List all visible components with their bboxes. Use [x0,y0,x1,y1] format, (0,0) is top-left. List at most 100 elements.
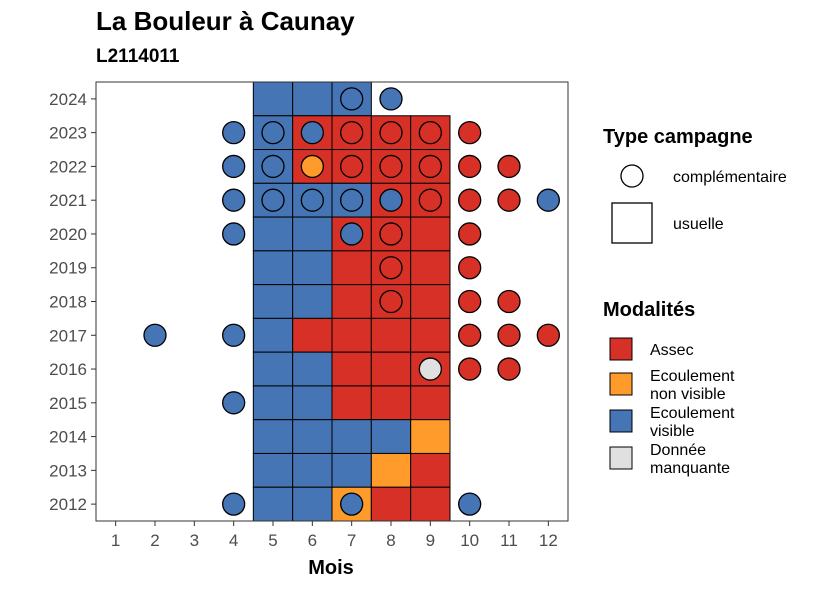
usuelle-cell-2016-5 [252,351,294,387]
x-tick-label: 6 [308,531,317,550]
complementaire-point-2021-11 [497,188,521,212]
usuelle-cell-2016-7 [331,351,372,387]
complementaire-point-2023-7 [340,121,364,145]
usuelle-cell-2019-5 [252,250,294,286]
x-tick-label: 9 [426,531,435,550]
legend-swatch [609,446,633,470]
legend-modalite-label: non visible [650,386,726,403]
x-tick-label: 4 [229,531,238,550]
axes: 1 2 3 4 5 6 7 8 9 10 11 122012201320142015201620172… [49,90,558,550]
legend-modalite-label: Ecoulement [650,368,735,385]
complementaire-point-2012-4 [222,492,246,516]
usuelle-cell-2013-7 [331,452,372,488]
complementaire-point-2019-8 [379,256,403,280]
y-tick-label: 2016 [49,360,87,379]
usuelle-cell-2018-9 [410,284,451,319]
y-tick-label: 2018 [49,293,87,312]
y-tick-label: 2022 [49,157,87,176]
x-tick-label: 7 [347,531,356,550]
usuelle-cell-2014-5 [252,419,294,454]
x-tick-label: 11 [500,531,518,550]
x-tick-label: 3 [190,531,199,550]
y-tick-label: 2017 [49,326,87,345]
usuelle-cell-2012-9 [410,486,451,522]
complementaire-point-2022-5 [261,154,285,179]
usuelle-cell-2024-5 [252,81,294,117]
legend-title-modalites: Modalités [603,299,695,321]
complementaire-point-2021-4 [222,188,246,212]
legend-swatch [609,372,633,396]
complementaire-point-2023-4 [222,121,246,145]
complementaire-point-2020-10 [458,222,482,246]
usuelle-cell-2019-7 [331,250,372,286]
chart-title: La Bouleur à Caunay [96,6,355,36]
complementaire-point-2024-8 [379,87,403,111]
complementaire-point-2017-11 [497,323,521,347]
x-tick-label: 2 [150,531,159,550]
complementaire-point-2021-9 [418,188,442,212]
x-tick-label: 10 [460,531,479,550]
usuelle-cell-2020-5 [252,216,294,252]
complementaire-circles [143,87,560,516]
complementaire-point-2017-4 [222,323,246,347]
y-tick-label: 2015 [49,394,87,413]
complementaire-point-2023-8 [379,121,403,145]
usuelle-squares [252,81,451,522]
complementaire-point-2022-10 [458,154,482,179]
complementaire-point-2022-6 [300,154,324,179]
x-tick-label: 1 [111,531,120,550]
usuelle-cell-2015-9 [410,385,451,421]
legend-type-label: usuelle [673,216,724,233]
complementaire-point-2016-9 [418,357,442,381]
usuelle-cell-2014-6 [292,419,333,454]
y-tick-label: 2024 [49,90,87,109]
legend-type-label: complémentaire [673,169,787,186]
complementaire-point-2016-11 [497,357,521,381]
usuelle-cell-2014-8 [370,419,412,454]
usuelle-cell-2013-8 [370,452,412,488]
complementaire-point-2021-12 [536,188,560,212]
usuelle-cell-2015-8 [370,385,412,421]
complementaire-point-2012-7 [340,492,364,516]
usuelle-cell-2012-8 [370,486,412,522]
usuelle-cell-2016-6 [292,351,333,387]
usuelle-cell-2012-6 [292,486,333,522]
x-axis-title: Mois [308,557,354,579]
complementaire-point-2017-12 [536,323,560,347]
complementaire-point-2022-4 [222,154,246,179]
complementaire-point-2023-6 [300,121,324,145]
usuelle-cell-2013-5 [252,452,294,488]
x-tick-label: 5 [268,531,277,550]
complementaire-point-2012-10 [458,492,482,516]
legend: Type campagne complémentaire usuelle Modali… [603,126,787,477]
y-tick-label: 2012 [49,495,87,514]
complementaire-point-2017-10 [458,323,482,347]
usuelle-cell-2020-6 [292,216,333,252]
x-tick-label: 8 [386,531,395,550]
usuelle-cell-2019-6 [292,250,333,286]
legend-modalite-label: Assec [650,342,694,359]
complementaire-point-2015-4 [222,391,246,415]
complementaire-point-2021-5 [261,188,285,212]
usuelle-cell-2017-8 [370,317,412,353]
complementaire-point-2022-8 [379,154,403,179]
legend-modalite-label: Ecoulement [650,405,735,422]
complementaire-point-2019-10 [458,256,482,280]
usuelle-cell-2018-6 [292,284,333,319]
complementaire-point-2017-2 [143,323,167,347]
y-tick-label: 2020 [49,225,87,244]
complementaire-point-2020-4 [222,222,246,246]
y-tick-label: 2019 [49,259,87,278]
complementaire-point-2021-7 [340,188,364,212]
chart-subtitle: L2114011 [96,46,180,67]
legend-modalite-label: manquante [650,460,730,477]
complementaire-point-2022-7 [340,154,364,179]
usuelle-cell-2014-7 [331,419,372,454]
usuelle-cell-2015-5 [252,385,294,421]
usuelle-cell-2017-6 [292,317,333,353]
x-tick-label: 12 [539,531,558,550]
complementaire-point-2021-8 [379,188,403,212]
usuelle-cell-2012-5 [252,486,294,522]
y-tick-label: 2013 [49,461,87,480]
